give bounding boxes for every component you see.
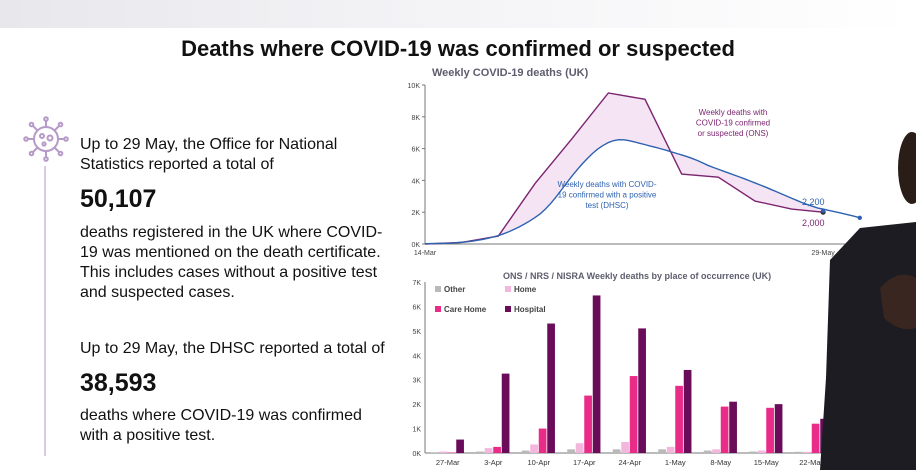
bar (501, 373, 510, 453)
ons-intro-line1: Up to 29 May, the Office for National (80, 136, 338, 153)
bar (774, 404, 783, 453)
legend-label: Care Home (444, 305, 487, 314)
ons-intro-line2: Statistics reported a total of (80, 156, 274, 173)
bar (538, 428, 547, 453)
ons-value-label: 2,000 (802, 218, 825, 228)
bar (584, 395, 592, 453)
y-tick-label: 4K (411, 178, 420, 185)
y-tick-label: 3K (412, 378, 421, 385)
y-tick-label: 6K (412, 304, 421, 311)
y-tick-label: 7K (412, 280, 421, 287)
bar (612, 449, 621, 453)
dhsc-desc-line1: deaths where COVID-19 was confirmed (80, 407, 362, 424)
dhsc-series-label: 19 confirmed with a positive (558, 191, 657, 200)
bar (638, 328, 646, 453)
line-chart: 0K 2K 4K 6K 8K 10K 14-Mar 29-May 2,200 2,000 Weekl… (408, 83, 865, 257)
virus-icon (23, 116, 69, 162)
x-tick-label: 17-Apr (573, 458, 596, 467)
y-tick-label: 6K (411, 147, 420, 154)
ons-desc-line1: deaths registered in the UK where COVID- (80, 224, 383, 241)
bar-chart-title: ONS / NRS / NISRA Weekly deaths by place… (503, 271, 771, 281)
y-tick-label: 1K (412, 427, 421, 434)
x-tick-label: 27-Mar (436, 458, 460, 467)
legend-swatch (505, 286, 511, 292)
dhsc-last-marker (820, 208, 826, 213)
ons-desc-line4: and suspected cases. (80, 284, 235, 301)
x-tick-label: 10-Apr (527, 458, 550, 467)
bar (683, 369, 692, 453)
bar (592, 295, 601, 453)
bar (484, 448, 493, 453)
x-tick-label: 22-May (799, 458, 824, 467)
bar (521, 450, 530, 453)
y-tick-label: 2K (411, 210, 420, 217)
bar (547, 323, 555, 453)
presenter-figure (820, 132, 916, 470)
bar (476, 451, 484, 453)
bar (629, 376, 638, 453)
bar (439, 451, 447, 453)
bar (567, 449, 575, 453)
ons-desc-line3: This includes cases without a positive t… (80, 264, 378, 281)
x-tick-label: 1-May (665, 458, 686, 467)
y-tick-label: 8K (411, 115, 420, 122)
y-tick-label: 4K (412, 353, 421, 360)
bar (530, 444, 538, 453)
x-tick-label: 3-Apr (484, 458, 503, 467)
ons-series-label: or suspected (ONS) (698, 129, 769, 138)
legend-label: Home (514, 285, 537, 294)
bar (675, 385, 683, 453)
bar (430, 452, 439, 453)
y-tick-label: 0K (411, 242, 420, 249)
x-tick-label: 15-May (754, 458, 779, 467)
gap-shading (425, 92, 824, 244)
dhsc-desc-line2: with a positive test. (80, 427, 216, 444)
top-banner (0, 0, 916, 28)
ons-total: 50,107 (80, 185, 157, 213)
bar (666, 446, 675, 453)
ons-series-label: COVID-19 confirmed (696, 119, 770, 128)
dhsc-total: 38,593 (80, 369, 157, 397)
dhsc-intro: Up to 29 May, the DHSC reported a total … (80, 340, 385, 357)
bar-chart: ONS / NRS / NISRA Weekly deaths by place… (412, 271, 880, 467)
y-tick-label: 2K (412, 402, 421, 409)
ons-desc-line2: 19 was mentioned on the death certificat… (80, 244, 381, 261)
dhsc-series-label: test (DHSC) (585, 201, 628, 210)
bar (794, 451, 803, 453)
x-tick-label: 24-Apr (618, 458, 641, 467)
x-tick-label: 8-May (710, 458, 731, 467)
y-tick-label: 0K (412, 451, 421, 458)
bar (757, 450, 766, 453)
y-tick-label: 5K (412, 329, 421, 336)
timeline-line (44, 166, 46, 456)
line-chart-title: Weekly COVID-19 deaths (UK) (432, 67, 589, 79)
bar (621, 442, 629, 453)
dhsc-series-label: Weekly deaths with COVID- (558, 180, 657, 189)
bar (493, 446, 501, 453)
bar (811, 423, 820, 453)
bar (803, 451, 811, 453)
bar (703, 450, 712, 453)
bar (720, 406, 729, 453)
y-tick-label: 10K (408, 83, 421, 90)
legend-swatch (435, 286, 441, 292)
legend-label: Other (444, 285, 465, 294)
page-title: Deaths where COVID-19 was confirmed or s… (181, 36, 735, 61)
dhsc-end-marker (857, 215, 862, 220)
x-tick-label: 29-May (811, 250, 835, 257)
legend-swatch (505, 306, 511, 312)
dhsc-value-label: 2,200 (802, 197, 825, 207)
bar (575, 443, 584, 453)
legend-swatch (435, 306, 441, 312)
bar (712, 449, 720, 453)
bar (658, 449, 666, 453)
legend-label: Hospital (514, 305, 546, 314)
bar (729, 401, 737, 453)
bar (749, 451, 757, 453)
bar (456, 439, 464, 453)
dhsc-series-line (424, 138, 860, 245)
bar (766, 407, 774, 453)
ons-series-label: Weekly deaths with (699, 108, 768, 117)
x-tick-label: 14-Mar (414, 250, 437, 257)
